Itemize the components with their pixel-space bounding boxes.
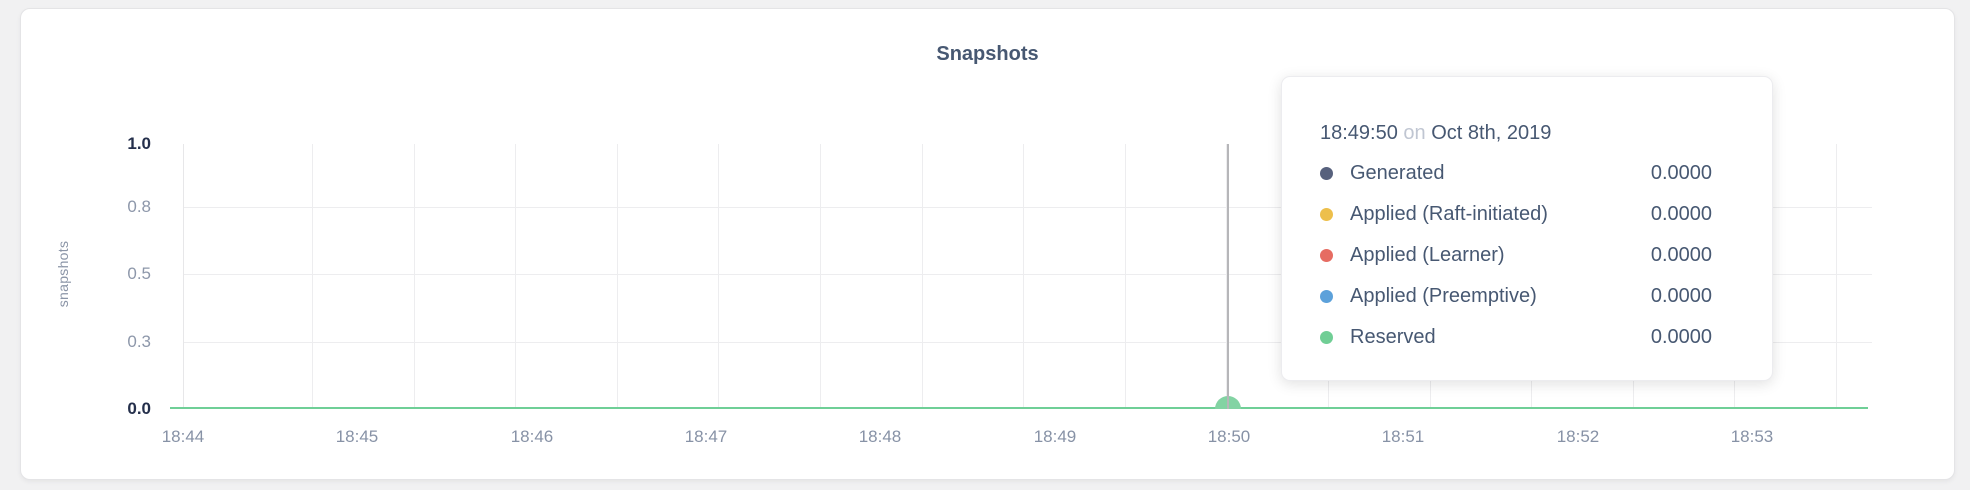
x-tick-label: 18:52	[1556, 427, 1600, 446]
series-value: 0.0000	[1650, 203, 1712, 225]
series-label: Generated	[1350, 162, 1445, 184]
tooltip-series-row: Applied (Preemptive) 0.0000	[1320, 276, 1712, 317]
series-value: 0.0000	[1650, 326, 1712, 348]
gridline-horizontal	[184, 207, 1872, 208]
tooltip-date: Oct 8th, 2019	[1431, 122, 1552, 144]
x-tick-label: 18:44	[161, 427, 205, 446]
gridline-vertical	[312, 144, 313, 409]
hover-crosshair	[1227, 144, 1229, 409]
gridline-vertical	[1125, 144, 1126, 409]
series-label: Reserved	[1350, 326, 1436, 348]
tooltip-series-row: Applied (Learner) 0.0000	[1320, 235, 1712, 276]
series-label: Applied (Raft-initiated)	[1350, 203, 1548, 225]
y-axis-label: snapshots	[55, 240, 71, 308]
series-value: 0.0000	[1650, 285, 1712, 307]
gridline-vertical	[922, 144, 923, 409]
tooltip-series-row: Reserved 0.0000	[1320, 317, 1712, 358]
tooltip-series-row: Applied (Raft-initiated) 0.0000	[1320, 194, 1712, 235]
x-tick-label: 18:53	[1730, 427, 1774, 446]
gridline-horizontal	[184, 274, 1872, 275]
series-value: 0.0000	[1650, 162, 1712, 184]
gridline-vertical	[617, 144, 618, 409]
hover-tooltip: 18:49:50 on Oct 8th, 2019 Generated 0.00…	[1281, 76, 1773, 381]
reserved-series-line	[170, 407, 1868, 409]
series-color-dot-icon	[1320, 249, 1333, 262]
y-tick-label: 0.8	[127, 197, 151, 216]
gridline-vertical	[515, 144, 516, 409]
series-color-dot-icon	[1320, 331, 1333, 344]
x-tick-label: 18:49	[1033, 427, 1077, 446]
x-tick-label: 18:47	[684, 427, 728, 446]
y-tick-label: 1.0	[127, 134, 151, 153]
gridline-vertical	[1226, 144, 1227, 409]
x-tick-label: 18:50	[1207, 427, 1251, 446]
tooltip-timestamp: 18:49:50 on Oct 8th, 2019	[1320, 119, 1712, 147]
gridline-vertical	[820, 144, 821, 409]
x-tick-label: 18:46	[510, 427, 554, 446]
tooltip-series-row: Generated 0.0000	[1320, 153, 1712, 194]
y-tick-label: 0.5	[127, 264, 151, 283]
gridline-vertical	[1023, 144, 1024, 409]
tooltip-connector: on	[1403, 122, 1426, 144]
series-label: Applied (Learner)	[1350, 244, 1505, 266]
gridline-horizontal	[184, 342, 1872, 343]
series-value: 0.0000	[1650, 244, 1712, 266]
series-color-dot-icon	[1320, 167, 1333, 180]
chart-card: Snapshots snapshots 1.0 0.8 0.5 0.3 0.0 …	[20, 8, 1955, 480]
chart-title: Snapshots	[936, 43, 1039, 65]
x-tick-label: 18:48	[858, 427, 902, 446]
series-color-dot-icon	[1320, 290, 1333, 303]
series-color-dot-icon	[1320, 208, 1333, 221]
x-tick-label: 18:51	[1381, 427, 1425, 446]
x-tick-label: 18:45	[335, 427, 379, 446]
gridline-vertical	[1836, 144, 1837, 409]
tooltip-time: 18:49:50	[1320, 122, 1398, 144]
y-tick-label: 0.0	[127, 399, 151, 418]
series-label: Applied (Preemptive)	[1350, 285, 1537, 307]
gridline-vertical	[718, 144, 719, 409]
gridline-vertical	[414, 144, 415, 409]
y-tick-label: 0.3	[127, 332, 151, 351]
